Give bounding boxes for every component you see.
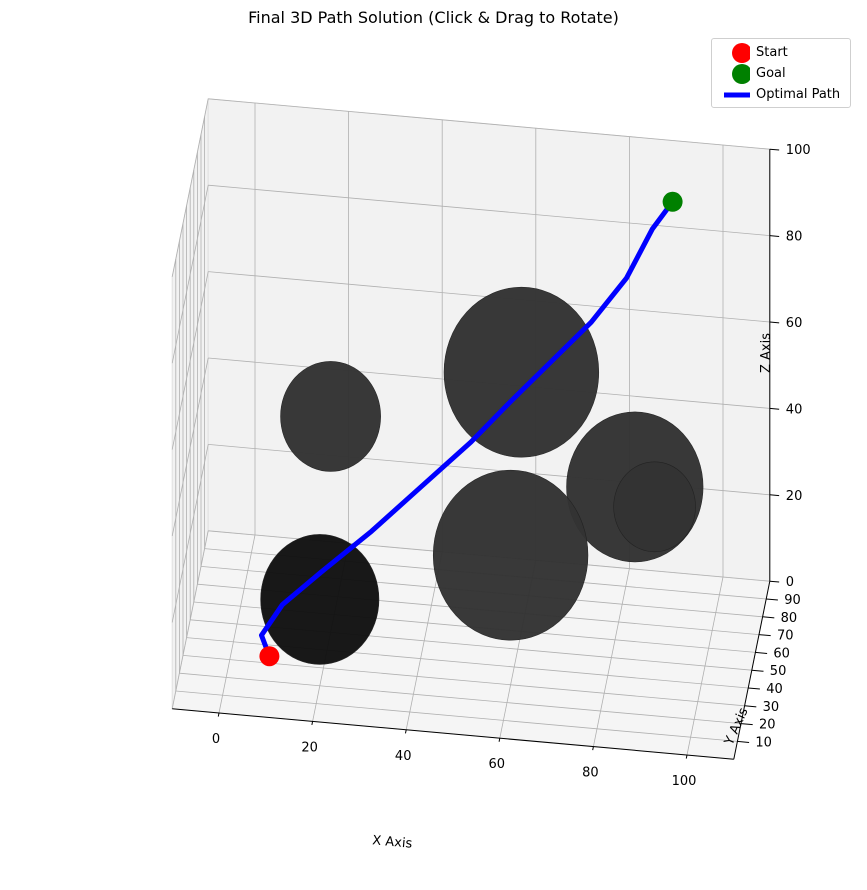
tick-labels: 0 20 40 60 80 100 10 20 30 40 50 60 70 80 90 0 20 40 60 80 1…	[212, 143, 811, 789]
start-point	[259, 646, 280, 667]
obstacle-sphere	[432, 469, 589, 641]
start-marker-icon	[732, 43, 750, 63]
y-tick-mark	[755, 651, 768, 654]
legend-item-goal: Goal	[712, 64, 850, 84]
z-tick-mark	[769, 580, 780, 583]
grid-z-left	[171, 357, 209, 537]
legend-label-path: Optimal Path	[756, 87, 841, 102]
legend-label-start: Start	[756, 45, 788, 60]
z-tick-label: 0	[786, 575, 794, 590]
z-tick-mark	[769, 148, 780, 151]
y-tick-mark	[758, 634, 771, 637]
y-tick-mark	[744, 705, 757, 708]
endpoint-markers	[259, 191, 683, 667]
legend-label-goal: Goal	[756, 66, 786, 81]
x-tick-label: 60	[489, 757, 506, 772]
y-tick-mark	[762, 616, 775, 619]
goal-point	[662, 191, 683, 212]
y-tick-mark	[751, 669, 764, 672]
obstacle-sphere	[613, 461, 696, 553]
goal-marker-icon	[732, 64, 750, 84]
y-tick-label: 20	[759, 718, 776, 733]
grid-z-back	[208, 184, 770, 236]
x-tick-mark	[404, 729, 407, 734]
grid-y-floor	[179, 672, 742, 724]
y-tick-label: 30	[763, 700, 780, 715]
obstacle-sphere	[443, 286, 600, 458]
x-tick-mark	[685, 754, 688, 759]
x-tick-label: 20	[301, 740, 318, 755]
y-tick-mark	[740, 723, 753, 726]
x-axis-line	[172, 708, 734, 760]
obstacle-sphere	[280, 361, 381, 472]
x-tick-label: 100	[672, 774, 697, 789]
legend: Start Goal Optimal Path	[711, 38, 851, 108]
y-tick-label: 80	[781, 611, 798, 626]
z-tick-mark	[769, 235, 780, 237]
obstacle-spheres	[260, 286, 704, 665]
grid-y-floor	[182, 655, 745, 707]
grid-z-left	[171, 530, 209, 709]
y-tick-label: 60	[773, 646, 790, 661]
path-line-icon	[724, 92, 750, 98]
grid-z-back	[208, 98, 770, 150]
z-tick-mark	[769, 321, 780, 324]
y-tick-label: 70	[777, 629, 794, 644]
legend-item-path: Optimal Path	[712, 85, 850, 105]
z-tick-label: 100	[786, 143, 811, 158]
z-axis-label: Z Axis	[759, 333, 774, 373]
obstacle-sphere	[260, 534, 380, 665]
grid-z-left	[171, 444, 209, 623]
x-tick-mark	[592, 746, 594, 751]
grid-z-left	[171, 98, 209, 277]
y-tick-mark	[737, 740, 750, 743]
x-tick-label: 40	[395, 749, 412, 764]
y-tick-label: 50	[770, 664, 787, 679]
z-tick-mark	[769, 494, 780, 497]
z-tick-label: 40	[786, 402, 803, 417]
chart-title: Final 3D Path Solution (Click & Drag to …	[248, 8, 619, 27]
z-tick-mark	[769, 407, 780, 410]
y-tick-mark	[748, 687, 760, 690]
y-tick-label: 40	[766, 682, 783, 697]
x-tick-mark	[311, 721, 314, 726]
y-tick-mark	[766, 598, 778, 601]
optimal-path	[258, 199, 676, 659]
grid-z-left	[171, 271, 209, 450]
y-tick-label: 90	[784, 593, 801, 608]
x-tick-mark	[217, 712, 220, 717]
y-tick-label: 10	[755, 735, 772, 750]
x-tick-label: 80	[582, 766, 599, 781]
x-tick-label: 0	[212, 732, 220, 747]
z-tick-label: 20	[786, 489, 803, 504]
optimal-path-line	[258, 199, 676, 659]
x-axis-label: X Axis	[372, 833, 413, 851]
z-tick-label: 60	[786, 316, 803, 331]
grid-y-floor	[175, 690, 738, 742]
legend-item-start: Start	[712, 43, 850, 63]
z-tick-label: 80	[786, 230, 803, 245]
grid-z-left	[171, 185, 209, 364]
x-tick-mark	[498, 738, 501, 742]
